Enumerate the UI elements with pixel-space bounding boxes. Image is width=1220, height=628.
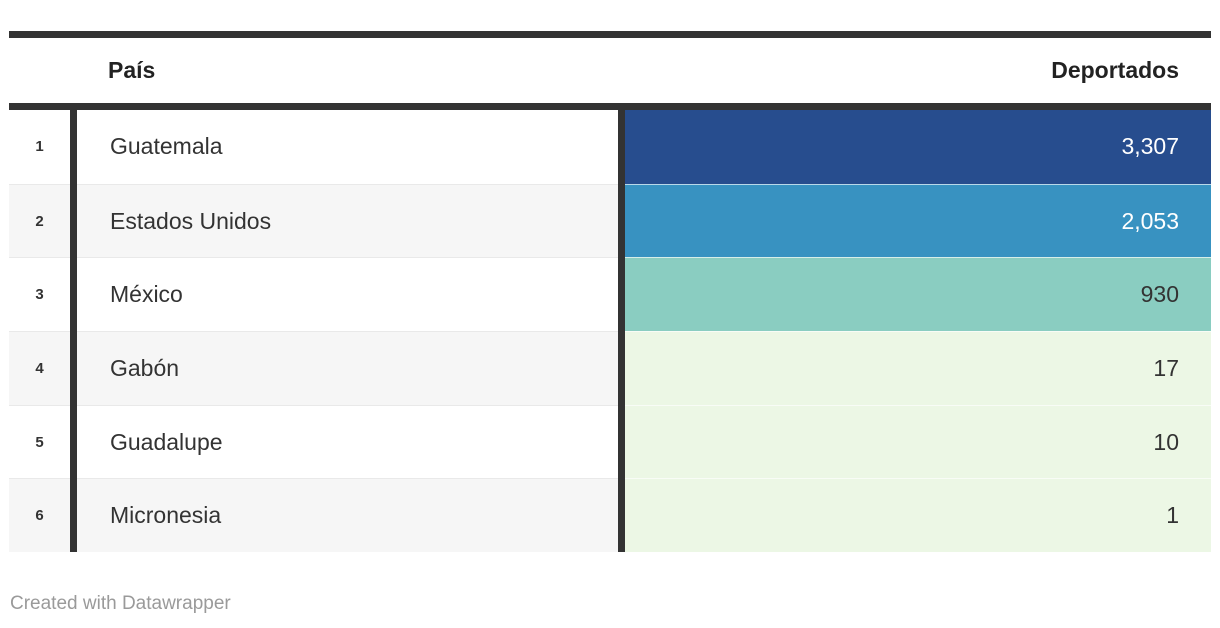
- row-country: Estados Unidos: [77, 183, 618, 258]
- table-row: 3 México 930: [9, 257, 1211, 332]
- table-row: 6 Micronesia 1: [9, 478, 1211, 553]
- value-column-divider: [618, 110, 625, 184]
- row-rank: 3: [9, 257, 70, 332]
- row-rank: 5: [9, 404, 70, 479]
- row-value-cell: 17: [625, 331, 1211, 405]
- row-value-cell: 10: [625, 404, 1211, 479]
- row-country: México: [77, 257, 618, 332]
- row-country: Guatemala: [77, 110, 618, 184]
- row-rank: 1: [9, 110, 70, 184]
- rank-column-divider: [70, 257, 77, 332]
- row-value-cell: 1: [625, 478, 1211, 553]
- rank-column-divider: [70, 183, 77, 258]
- value-column-divider: [618, 404, 625, 479]
- value-column-divider: [618, 478, 625, 553]
- deportations-table: País Deportados 1 Guatemala 3,307 2 Esta…: [9, 31, 1211, 553]
- table-row: 4 Gabón 17: [9, 331, 1211, 405]
- column-header-country: País: [108, 57, 156, 83]
- attribution-link[interactable]: Created with Datawrapper: [10, 593, 231, 614]
- value-column-divider: [618, 331, 625, 405]
- row-value-cell: 2,053: [625, 183, 1211, 258]
- table-row: 2 Estados Unidos 2,053: [9, 183, 1211, 258]
- rank-column-divider: [70, 110, 77, 184]
- row-country: Micronesia: [77, 478, 618, 553]
- value-column-divider: [618, 183, 625, 258]
- value-column-divider: [618, 257, 625, 332]
- table-body: 1 Guatemala 3,307 2 Estados Unidos 2,053…: [9, 110, 1211, 553]
- rank-column-divider: [70, 404, 77, 479]
- row-value-cell: 3,307: [625, 110, 1211, 184]
- table-row: 1 Guatemala 3,307: [9, 110, 1211, 184]
- attribution-footer: Created with Datawrapper: [10, 593, 231, 615]
- row-country: Gabón: [77, 331, 618, 405]
- row-value-cell: 930: [625, 257, 1211, 332]
- rank-column-divider: [70, 478, 77, 553]
- rank-column-divider: [70, 331, 77, 405]
- column-header-value: Deportados: [1051, 57, 1179, 83]
- table-header-row: País Deportados: [9, 31, 1211, 110]
- row-rank: 6: [9, 478, 70, 553]
- row-rank: 4: [9, 331, 70, 405]
- row-rank: 2: [9, 183, 70, 258]
- row-country: Guadalupe: [77, 404, 618, 479]
- table-row: 5 Guadalupe 10: [9, 404, 1211, 479]
